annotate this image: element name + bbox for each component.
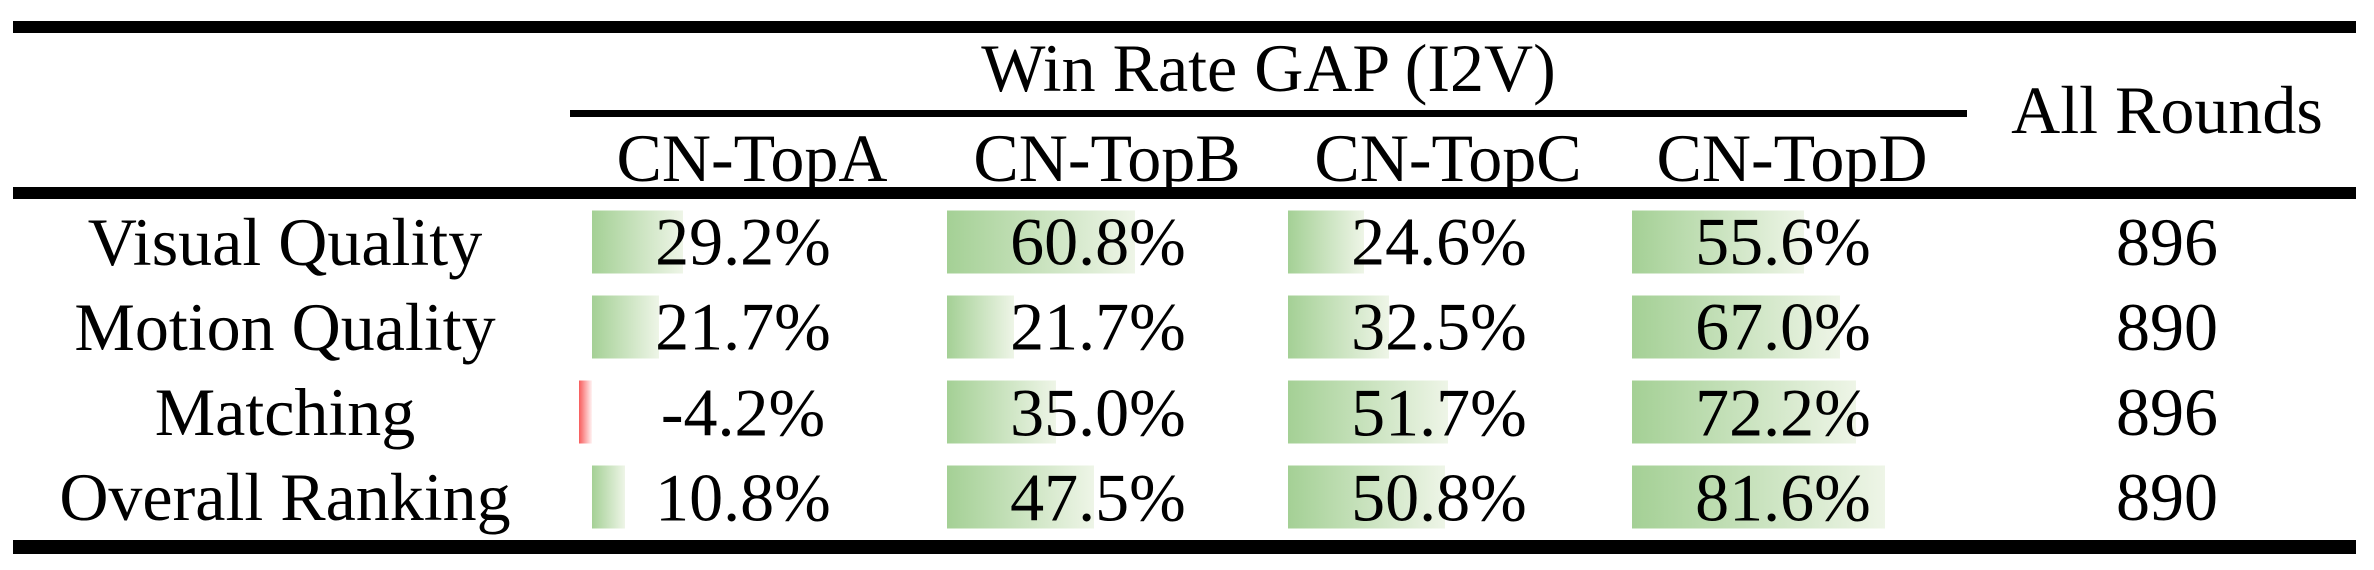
- column-header-cn-topb: CN-TopB: [973, 120, 1241, 196]
- row-label: Motion Quality: [74, 288, 496, 365]
- data-bar: [1632, 210, 1805, 274]
- all-rounds-value: 896: [2116, 203, 2218, 280]
- data-bar: [592, 465, 626, 529]
- data-bar: [1632, 465, 1885, 529]
- row-label: Overall Ranking: [59, 459, 511, 536]
- cell-value: 24.6%: [1351, 203, 1527, 280]
- data-bar-cell: 81.6%: [1619, 459, 1929, 536]
- data-bar: [947, 210, 1136, 274]
- all-rounds-column-header: All Rounds: [2011, 72, 2323, 148]
- cell-value: 55.6%: [1695, 203, 1871, 280]
- data-bar: [1288, 465, 1446, 529]
- data-bar-negative: [578, 380, 592, 444]
- data-bar-cell: 29.2%: [579, 203, 889, 280]
- cell-value: 21.7%: [655, 288, 831, 365]
- header-bottom-rule: [13, 187, 2356, 199]
- data-bar-cell: 35.0%: [934, 374, 1244, 451]
- column-header-cn-topc: CN-TopC: [1314, 120, 1582, 196]
- data-bar-cell: 51.7%: [1275, 374, 1585, 451]
- top-rule: [13, 21, 2356, 33]
- data-bar-cell: 50.8%: [1275, 459, 1585, 536]
- data-bar: [592, 295, 660, 359]
- column-header-cn-topd: CN-TopD: [1656, 120, 1928, 196]
- data-bar-cell: -4.2%: [578, 374, 889, 451]
- data-bar-cell: 60.8%: [934, 203, 1244, 280]
- cell-value: 67.0%: [1695, 288, 1871, 365]
- cell-value: 29.2%: [655, 203, 831, 280]
- data-bar-cell: 21.7%: [934, 288, 1244, 365]
- data-bar-cell: 24.6%: [1275, 203, 1585, 280]
- cell-value: 35.0%: [1010, 374, 1186, 451]
- data-bar: [1288, 380, 1449, 444]
- data-bar: [947, 465, 1095, 529]
- group-header-underline-rule: [570, 110, 1967, 117]
- cell-value: 60.8%: [1010, 203, 1186, 280]
- column-header-row: CN-TopA CN-TopB CN-TopC CN-TopD: [0, 117, 2374, 199]
- cell-value: 72.2%: [1695, 374, 1871, 451]
- all-rounds-value: 890: [2116, 459, 2218, 536]
- row-label: Matching: [154, 374, 416, 451]
- cell-value: 47.5%: [1010, 459, 1186, 536]
- cell-value: 50.8%: [1351, 459, 1527, 536]
- data-bar: [1632, 295, 1840, 359]
- data-bar-cell: 55.6%: [1619, 203, 1929, 280]
- table-body: Visual Quality 29.2% 60.8% 24.6% 55.6% 8…: [0, 199, 2374, 540]
- data-bar: [1288, 210, 1365, 274]
- data-bar: [947, 380, 1056, 444]
- all-rounds-value: 896: [2116, 374, 2218, 451]
- table-row-overall-ranking: Overall Ranking 10.8% 47.5% 50.8% 81.6% …: [0, 455, 2374, 540]
- data-bar: [592, 210, 683, 274]
- cell-value: 21.7%: [1010, 288, 1186, 365]
- data-bar: [1288, 295, 1389, 359]
- cell-value: 10.8%: [655, 459, 831, 536]
- cell-value: 32.5%: [1351, 288, 1527, 365]
- table-row-motion-quality: Motion Quality 21.7% 21.7% 32.5% 67.0% 8…: [0, 284, 2374, 369]
- table-row-visual-quality: Visual Quality 29.2% 60.8% 24.6% 55.6% 8…: [0, 199, 2374, 284]
- bottom-rule: [13, 540, 2356, 554]
- data-bar-cell: 72.2%: [1619, 374, 1929, 451]
- data-bar-cell: 10.8%: [579, 459, 889, 536]
- cell-value: -4.2%: [660, 374, 826, 451]
- column-header-cn-topa: CN-TopA: [616, 120, 888, 196]
- all-rounds-value: 890: [2116, 288, 2218, 365]
- data-bar: [947, 295, 1015, 359]
- win-rate-gap-group-header: Win Rate GAP (I2V): [981, 30, 1556, 106]
- data-bar-cell: 67.0%: [1619, 288, 1929, 365]
- data-bar-cell: 47.5%: [934, 459, 1244, 536]
- data-bar-cell: 21.7%: [579, 288, 889, 365]
- row-label: Visual Quality: [87, 203, 483, 280]
- data-bar-cell: 32.5%: [1275, 288, 1585, 365]
- cell-value: 51.7%: [1351, 374, 1527, 451]
- table-row-matching: Matching -4.2% 35.0% 51.7% 72.2% 896: [0, 370, 2374, 455]
- data-bar: [1632, 380, 1856, 444]
- cell-value: 81.6%: [1695, 459, 1871, 536]
